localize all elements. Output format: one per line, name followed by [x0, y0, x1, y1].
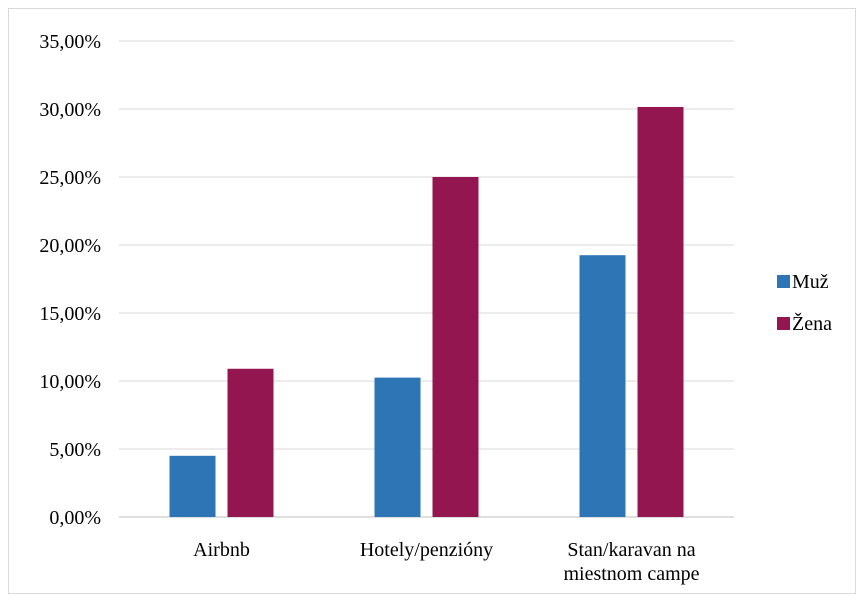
x-category-label: Hotely/penzióny [360, 539, 493, 561]
y-tick-label: 25,00% [39, 167, 101, 189]
legend-swatch [777, 275, 790, 288]
y-tick-label: 10,00% [39, 371, 101, 393]
bars [169, 106, 684, 518]
y-tick-label: 15,00% [39, 303, 101, 325]
y-axis-tick-labels: 0,00% 5,00% 10,00% 15,00% 20,00% 25,00% 30,00%… [39, 31, 101, 529]
bar-muz-1 [374, 377, 421, 517]
legend: Muž Žena [777, 271, 832, 335]
y-tick-label: 30,00% [39, 99, 101, 121]
bar-zena-2 [637, 106, 684, 518]
legend-label: Žena [792, 312, 832, 335]
bar-chart: 0,00% 5,00% 10,00% 15,00% 20,00% 25,00% 30,00%… [39, 31, 832, 585]
y-tick-label: 20,00% [39, 235, 101, 257]
legend-item: Muž [777, 271, 829, 293]
y-tick-label: 5,00% [49, 439, 101, 461]
bar-muz-2 [579, 255, 626, 517]
bar-zena-0 [227, 368, 274, 517]
gridlines [119, 40, 734, 518]
legend-swatch [777, 317, 790, 330]
x-category-label: Stan/karavan na [567, 539, 695, 561]
bar-zena-1 [432, 177, 479, 517]
x-category-label: miestnom campe [563, 563, 699, 585]
legend-label: Muž [792, 271, 829, 293]
x-category-label: Airbnb [193, 539, 250, 561]
bar-muz-0 [169, 455, 216, 517]
y-tick-label: 0,00% [49, 507, 101, 529]
chart-frame: 0,00% 5,00% 10,00% 15,00% 20,00% 25,00% 30,00%… [8, 8, 856, 594]
legend-item: Žena [777, 312, 832, 335]
x-axis-category-labels: Airbnb Hotely/penzióny Stan/karavan namies… [193, 539, 699, 585]
y-tick-label: 35,00% [39, 31, 101, 53]
